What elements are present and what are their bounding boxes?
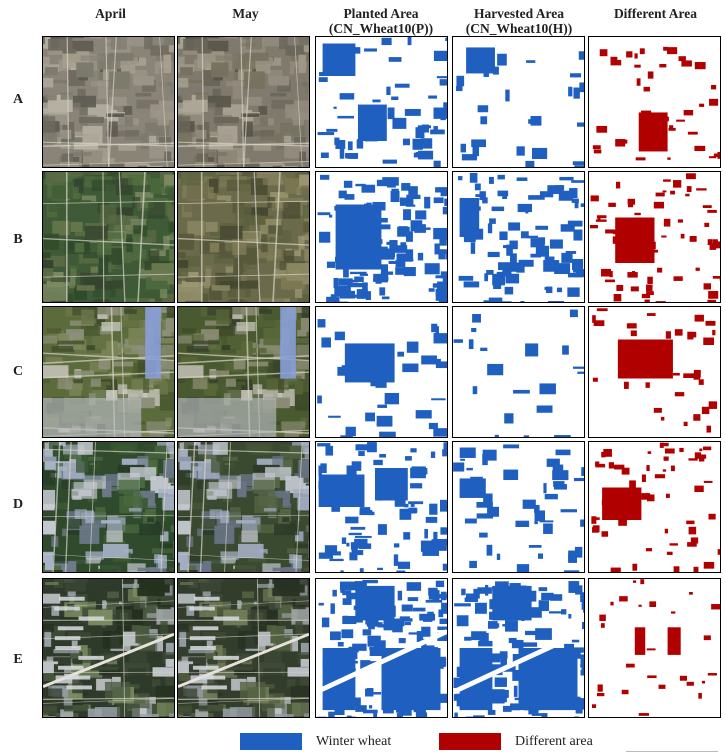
legend-label-winter-wheat: Winter wheat [316,733,392,749]
column-header-april: April [44,6,177,21]
legend-label-different-area: Different area [515,733,593,749]
classification-map-d-planted [316,442,447,572]
image-e-may [177,578,310,718]
image-b-may [177,171,310,303]
column-header-harvested-line2: (CN_Wheat10(H)) [465,21,573,36]
image-a-different [588,36,721,168]
column-header-harvested-line1: Harvested Area [473,6,565,21]
classification-map-c-harvested [453,307,584,437]
image-b-april [42,171,175,303]
image-b-harvested [452,171,585,303]
classification-map-e-planted [316,579,447,717]
row-label-e: E [13,652,23,667]
column-header-may-line1: May [232,6,259,21]
classification-map-a-harvested [453,37,584,167]
satellite-image-b-may [178,172,309,302]
satellite-image-c-may [178,307,309,437]
image-e-different [588,578,721,718]
classification-map-a-different [589,37,720,167]
classification-map-a-planted [316,37,447,167]
image-a-harvested [452,36,585,168]
image-a-may [177,36,310,168]
image-c-planted [315,306,448,438]
row-label-d: D [12,497,24,512]
bottom-rule [626,751,718,752]
satellite-image-e-april [43,579,174,717]
image-b-different [588,171,721,303]
classification-map-b-planted [316,172,447,302]
column-header-may: May [179,6,312,21]
row-label-b: B [13,232,23,247]
classification-map-b-harvested [453,172,584,302]
classification-map-d-harvested [453,442,584,572]
legend-swatch-red-icon [439,733,501,750]
classification-map-d-different [589,442,720,572]
column-header-planted-line2: (CN_Wheat10(P)) [328,21,434,36]
image-e-april [42,578,175,718]
column-header-planted: Planted Area (CN_Wheat10(P)) [311,6,451,36]
image-b-planted [315,171,448,303]
legend-different-area: Different area [439,733,593,750]
column-header-different-line1: Different Area [613,6,698,21]
legend-winter-wheat: Winter wheat [240,733,391,750]
column-header-planted-line1: Planted Area [343,6,419,21]
satellite-image-a-april [43,37,174,167]
satellite-image-d-may [178,442,309,572]
image-c-different [588,306,721,438]
satellite-image-c-april [43,307,174,437]
classification-map-b-different [589,172,720,302]
image-d-planted [315,441,448,573]
image-c-may [177,306,310,438]
satellite-image-a-may [178,37,309,167]
image-d-harvested [452,441,585,573]
classification-map-e-harvested [453,579,584,717]
row-label-a: A [12,92,24,107]
image-d-different [588,441,721,573]
image-a-april [42,36,175,168]
satellite-image-d-april [43,442,174,572]
image-c-harvested [452,306,585,438]
legend-swatch-blue-icon [240,733,302,750]
column-header-april-line1: April [95,6,126,21]
image-e-harvested [452,578,585,718]
image-a-planted [315,36,448,168]
row-label-c: C [12,364,24,379]
classification-map-c-different [589,307,720,437]
classification-map-c-planted [316,307,447,437]
satellite-image-e-may [178,579,309,717]
column-header-harvested: Harvested Area (CN_Wheat10(H)) [449,6,589,36]
image-c-april [42,306,175,438]
satellite-image-b-april [43,172,174,302]
image-e-planted [315,578,448,718]
image-d-april [42,441,175,573]
classification-map-e-different [589,579,720,717]
image-d-may [177,441,310,573]
column-header-different: Different Area [587,6,724,21]
